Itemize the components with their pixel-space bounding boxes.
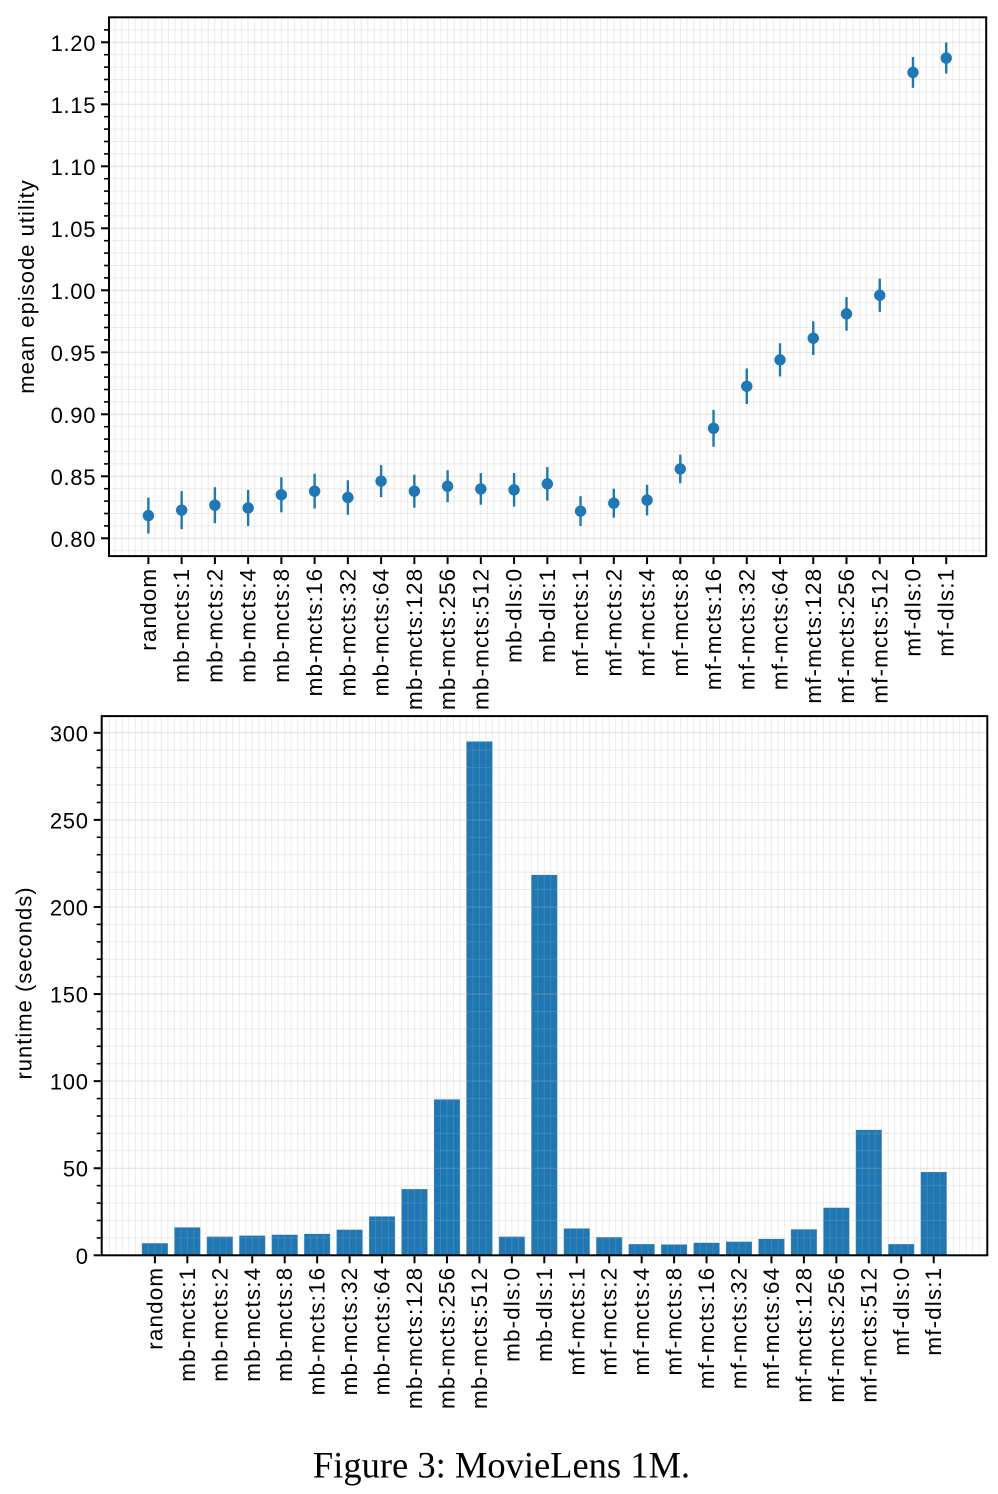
svg-text:mf-dls:1: mf-dls:1 [921, 1267, 946, 1356]
svg-text:mb-mcts:32: mb-mcts:32 [335, 568, 360, 697]
svg-text:mb-mcts:1: mb-mcts:1 [169, 568, 194, 683]
svg-text:mb-mcts:512: mb-mcts:512 [467, 1267, 492, 1409]
svg-text:mf-mcts:256: mf-mcts:256 [824, 1267, 849, 1403]
svg-text:0.95: 0.95 [51, 341, 97, 366]
svg-text:random: random [142, 1267, 167, 1350]
svg-text:mb-mcts:512: mb-mcts:512 [468, 568, 493, 710]
svg-text:mf-mcts:4: mf-mcts:4 [629, 1267, 654, 1376]
svg-text:0.80: 0.80 [51, 527, 97, 552]
svg-text:mf-mcts:256: mf-mcts:256 [834, 568, 859, 704]
svg-text:mb-dls:0: mb-dls:0 [499, 1267, 524, 1362]
svg-text:mf-mcts:8: mf-mcts:8 [668, 568, 693, 677]
svg-text:1.15: 1.15 [51, 93, 97, 118]
svg-text:mb-mcts:8: mb-mcts:8 [269, 568, 294, 683]
svg-text:mf-mcts:32: mf-mcts:32 [727, 1267, 752, 1389]
svg-text:mf-mcts:512: mf-mcts:512 [867, 568, 892, 704]
svg-text:100: 100 [50, 1070, 89, 1095]
svg-text:mf-dls:1: mf-dls:1 [934, 568, 959, 657]
svg-text:mf-mcts:512: mf-mcts:512 [856, 1267, 881, 1403]
svg-text:mf-mcts:64: mf-mcts:64 [759, 1267, 784, 1389]
svg-text:mf-mcts:32: mf-mcts:32 [734, 568, 759, 690]
svg-text:mf-mcts:1: mf-mcts:1 [568, 568, 593, 677]
svg-text:0: 0 [76, 1244, 89, 1269]
svg-text:mf-mcts:128: mf-mcts:128 [791, 1267, 816, 1403]
svg-text:mb-mcts:2: mb-mcts:2 [207, 1267, 232, 1382]
svg-text:mf-mcts:8: mf-mcts:8 [662, 1267, 687, 1376]
svg-text:1.20: 1.20 [51, 31, 97, 56]
svg-text:mf-mcts:2: mf-mcts:2 [601, 568, 626, 677]
svg-text:mb-dls:0: mb-dls:0 [502, 568, 527, 663]
svg-text:mb-dls:1: mb-dls:1 [535, 568, 560, 663]
svg-text:mf-mcts:128: mf-mcts:128 [801, 568, 826, 704]
svg-text:mf-dls:0: mf-dls:0 [900, 568, 925, 657]
svg-text:mb-mcts:256: mb-mcts:256 [434, 1267, 459, 1409]
svg-text:1.00: 1.00 [51, 279, 97, 304]
svg-text:mb-mcts:16: mb-mcts:16 [302, 568, 327, 697]
svg-text:mb-mcts:32: mb-mcts:32 [337, 1267, 362, 1396]
svg-text:runtime (seconds): runtime (seconds) [12, 886, 37, 1079]
svg-text:mb-mcts:256: mb-mcts:256 [435, 568, 460, 710]
svg-text:0.90: 0.90 [51, 403, 97, 428]
svg-text:mb-mcts:2: mb-mcts:2 [202, 568, 227, 683]
svg-text:Figure 3: MovieLens 1M.: Figure 3: MovieLens 1M. [313, 1445, 690, 1486]
svg-text:mf-mcts:4: mf-mcts:4 [635, 568, 660, 677]
svg-text:mb-mcts:16: mb-mcts:16 [305, 1267, 330, 1396]
svg-text:mb-mcts:1: mb-mcts:1 [175, 1267, 200, 1382]
svg-text:mb-mcts:4: mb-mcts:4 [240, 1267, 265, 1382]
svg-text:150: 150 [50, 983, 89, 1008]
svg-text:mf-mcts:1: mf-mcts:1 [564, 1267, 589, 1376]
svg-text:mf-mcts:16: mf-mcts:16 [701, 568, 726, 690]
svg-text:mb-mcts:8: mb-mcts:8 [272, 1267, 297, 1382]
svg-text:mb-mcts:64: mb-mcts:64 [370, 1267, 395, 1396]
svg-text:0.85: 0.85 [51, 465, 97, 490]
svg-text:random: random [136, 568, 161, 651]
svg-text:50: 50 [63, 1157, 89, 1182]
svg-text:200: 200 [50, 895, 89, 920]
svg-text:mb-mcts:64: mb-mcts:64 [369, 568, 394, 697]
svg-text:1.05: 1.05 [51, 217, 97, 242]
svg-text:mean episode utility: mean episode utility [14, 179, 39, 393]
svg-text:250: 250 [50, 808, 89, 833]
svg-text:mb-mcts:128: mb-mcts:128 [402, 568, 427, 710]
svg-text:mf-dls:0: mf-dls:0 [889, 1267, 914, 1356]
svg-text:mb-mcts:4: mb-mcts:4 [236, 568, 261, 683]
svg-text:mf-mcts:2: mf-mcts:2 [597, 1267, 622, 1376]
svg-text:mf-mcts:64: mf-mcts:64 [768, 568, 793, 690]
svg-text:1.10: 1.10 [51, 155, 97, 180]
svg-text:mb-dls:1: mb-dls:1 [532, 1267, 557, 1362]
svg-text:300: 300 [50, 721, 89, 746]
svg-text:mf-mcts:16: mf-mcts:16 [694, 1267, 719, 1389]
svg-text:mb-mcts:128: mb-mcts:128 [402, 1267, 427, 1409]
